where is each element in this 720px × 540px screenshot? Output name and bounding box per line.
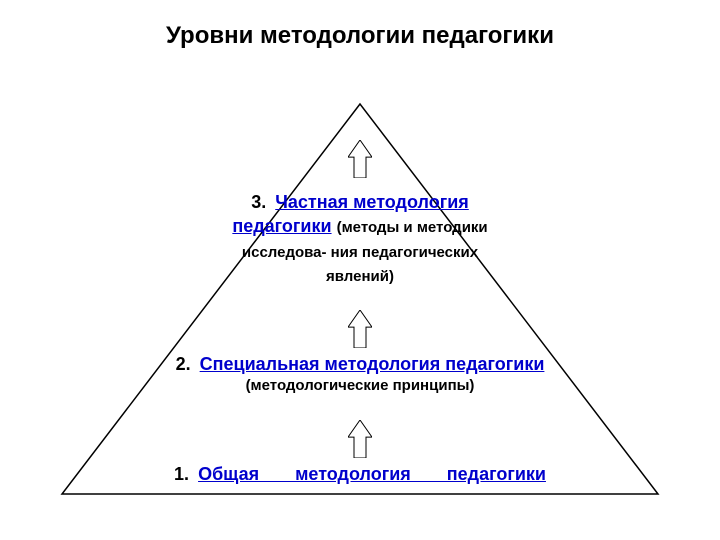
arrow-middle-icon	[348, 310, 372, 348]
level-3-number: 3.	[251, 192, 270, 212]
level-2-number: 2.	[176, 354, 195, 374]
arrow-top	[348, 140, 372, 178]
arrow-top-icon	[348, 140, 372, 178]
level-1-link: Общая методология педагогики	[198, 464, 546, 484]
level-2: 2. Специальная методология педагогики (м…	[150, 352, 570, 397]
level-3: 3. Частная методология педагогики (метод…	[210, 190, 510, 287]
diagram-stage: Уровни методологии педагогики 3. Частная…	[0, 0, 720, 540]
level-1: 1. Общая методология педагогики	[80, 462, 640, 486]
level-1-number: 1.	[174, 464, 193, 484]
level-2-link: Специальная методология педагогики	[200, 354, 545, 374]
level-2-paren: (методологические принципы)	[150, 376, 570, 396]
arrow-middle	[348, 310, 372, 348]
arrow-bottom-icon	[348, 420, 372, 458]
arrow-bottom	[348, 420, 372, 458]
